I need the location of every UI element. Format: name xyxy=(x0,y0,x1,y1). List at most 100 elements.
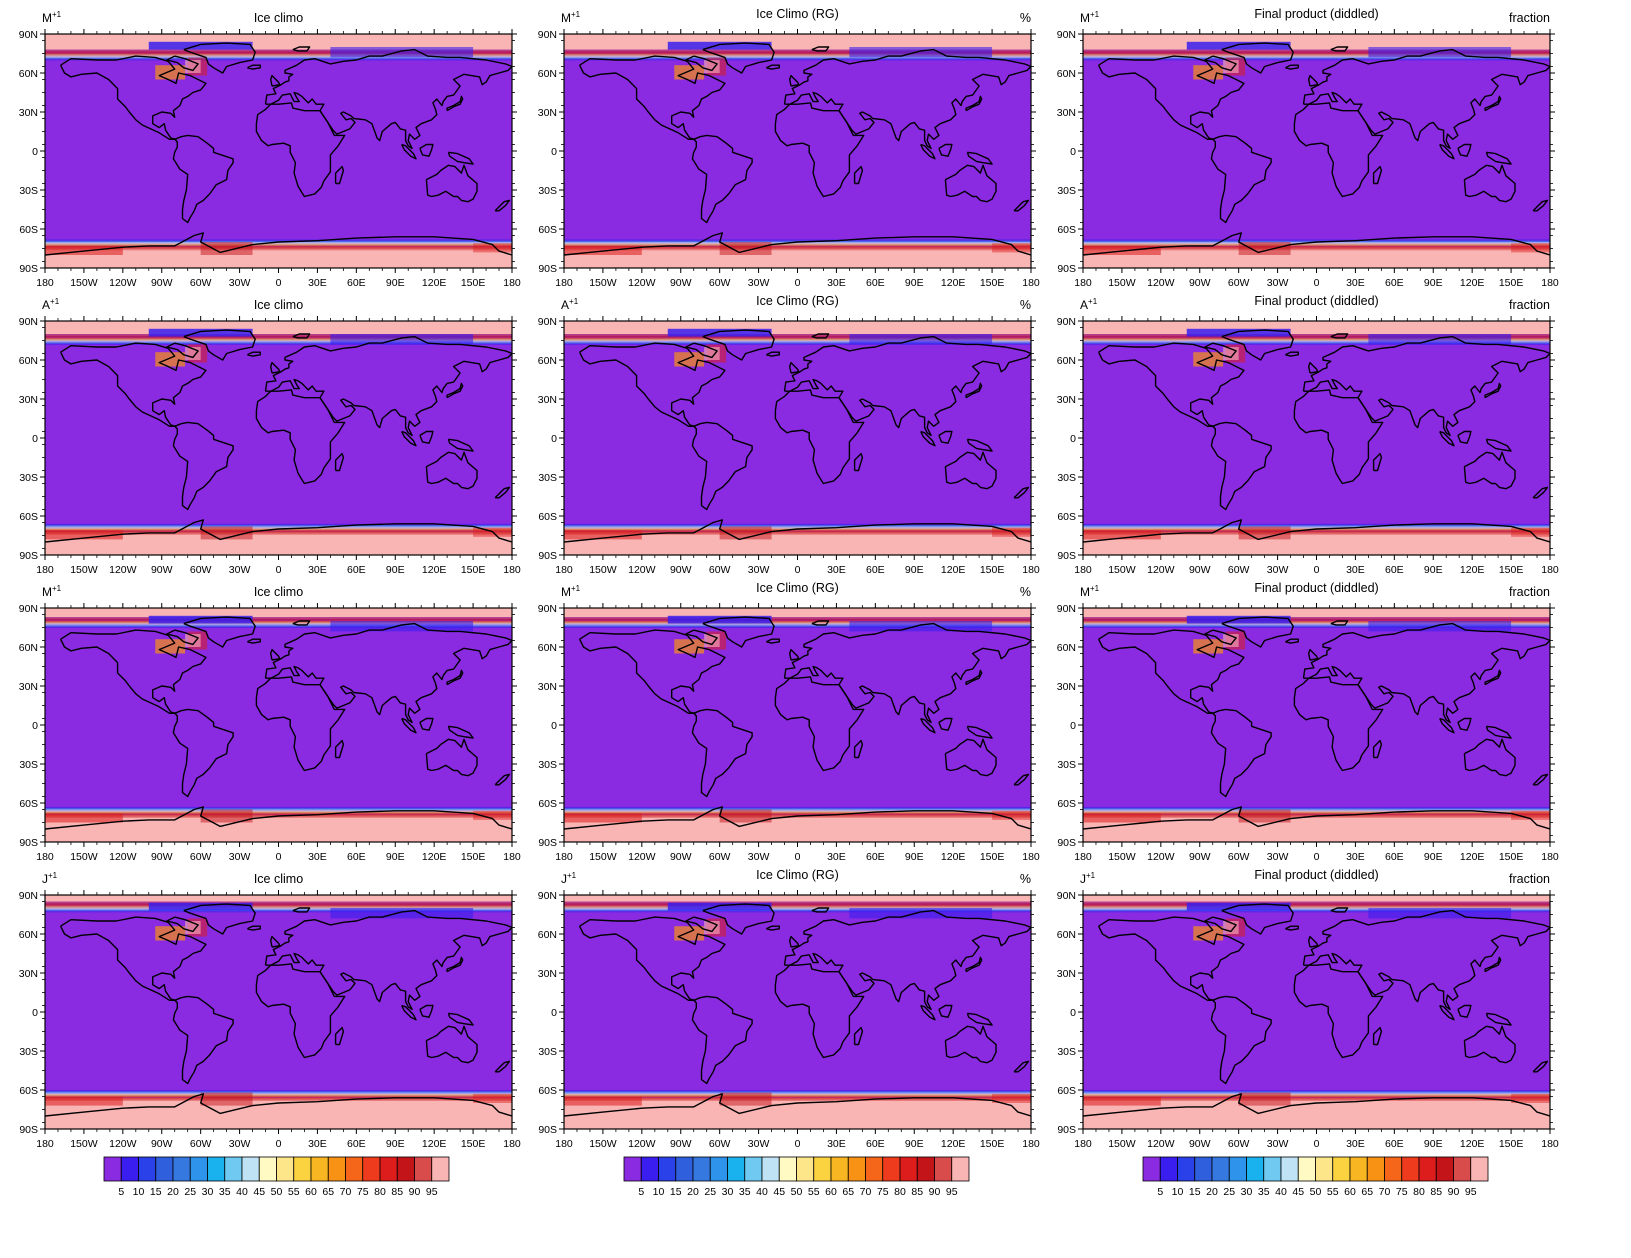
lon-tick-label: 120E xyxy=(1460,851,1485,863)
antarctic-ice-edge-band xyxy=(564,1093,1031,1096)
colorbar-swatch xyxy=(1384,1156,1403,1182)
coastline-antarctica xyxy=(1083,1093,1550,1117)
colorbar-label: 95 xyxy=(946,1186,958,1198)
arctic-ice-edge-band xyxy=(1083,905,1550,908)
east-antarctic-ice xyxy=(992,243,1031,253)
coastline-japan xyxy=(446,669,464,686)
coastline-gb xyxy=(1307,648,1319,661)
coastline-sumatra xyxy=(920,143,936,160)
colorbar-swatch xyxy=(951,1156,970,1182)
lon-tick-label: 120W xyxy=(109,277,137,289)
coastline-north-america xyxy=(59,629,207,714)
colorbar-swatch xyxy=(1366,1156,1385,1182)
lon-tick-label: 150W xyxy=(70,1138,98,1150)
colorbar-swatch xyxy=(396,1156,415,1182)
arctic-ice-edge-band xyxy=(564,54,1031,57)
arctic-ice-edge-band xyxy=(1083,57,1550,60)
ice-field xyxy=(45,895,512,1129)
antarctic-ice-edge-band xyxy=(1083,530,1550,533)
colorbar-label: 30 xyxy=(202,1186,214,1198)
coastline-sumatra xyxy=(1439,143,1455,160)
arctic-ice-edge-band xyxy=(45,50,512,53)
lon-tick-label: 120W xyxy=(628,564,656,576)
arctic-pack-ice xyxy=(564,608,1031,618)
colorbar-label: 20 xyxy=(1206,1186,1218,1198)
month-superscript: +1 xyxy=(52,10,62,19)
lon-tick-label: 180 xyxy=(503,277,521,289)
colorbar-swatch xyxy=(675,1156,694,1182)
antarctic-pack-ice xyxy=(1083,247,1550,268)
coastline-north-america xyxy=(1097,342,1245,427)
lat-tick-label: 0 xyxy=(551,720,557,732)
coastline-antarctica xyxy=(1083,232,1550,256)
arctic-ice-edge-band xyxy=(564,910,1031,913)
colorbar-swatch xyxy=(431,1156,450,1182)
arctic-ice-edge-band xyxy=(45,340,512,343)
coastline-madagascar xyxy=(334,452,345,472)
arctic-ice-edge-band xyxy=(564,617,1031,619)
coastline-iceland xyxy=(247,925,261,931)
lat-tick-label: 90N xyxy=(1057,603,1076,615)
arctic-ice-edge-band xyxy=(1083,617,1550,619)
colorbar-label: 35 xyxy=(1258,1186,1270,1198)
ross-sea-ice xyxy=(45,530,123,540)
antarctic-ice-edge-band xyxy=(45,806,512,809)
lon-tick-label: 30E xyxy=(1346,564,1365,576)
lon-tick-label: 0 xyxy=(1314,277,1320,289)
lat-tick-label: 30S xyxy=(19,1046,38,1058)
map-panel-r4-c1: 90N 60N 30N 0 30S 60S 90S 180 150W 120W 90W 60W 30W 0… xyxy=(19,871,521,1150)
coastline-madagascar xyxy=(1372,1026,1383,1046)
coastline-svalbard xyxy=(811,333,830,339)
lon-tick-label: 90E xyxy=(905,1138,924,1150)
coastline-greenland xyxy=(183,42,256,74)
arctic-ice-edge-band xyxy=(564,618,1031,621)
lat-tick-label: 60N xyxy=(538,929,557,941)
arctic-ice-edge-band xyxy=(45,908,512,910)
colorbar-label: 15 xyxy=(670,1186,682,1198)
lon-tick-label: 150W xyxy=(589,1138,617,1150)
coastline-eurasia xyxy=(264,622,512,724)
antarctic-ice-edge-band xyxy=(564,523,1031,526)
arctic-ice-edge-band xyxy=(45,618,512,621)
coastline-madagascar xyxy=(1372,452,1383,472)
hudson-bay-ice xyxy=(1193,352,1224,367)
coastline-australia xyxy=(1463,451,1516,490)
antarctic-pack-ice xyxy=(45,531,512,555)
month-superscript: +1 xyxy=(50,297,60,306)
coastline-eurasia xyxy=(264,48,512,150)
lon-tick-label: 90E xyxy=(386,277,405,289)
coastline-north-america xyxy=(1097,916,1245,1001)
antarctic-ice-edge-band xyxy=(564,1099,1031,1101)
coastline-south-america xyxy=(172,708,234,798)
coastline-svalbard xyxy=(292,620,311,626)
lon-tick-label: 30W xyxy=(1267,851,1289,863)
lon-tick-label: 60W xyxy=(190,851,212,863)
coastline-japan xyxy=(965,95,983,112)
antarctic-ice-edge-band xyxy=(45,812,512,814)
antarctic-ice-edge-band xyxy=(1083,531,1550,534)
lat-tick-label: 90N xyxy=(19,29,38,41)
antarctic-ice-edge-band xyxy=(564,812,1031,814)
colorbar-label: 55 xyxy=(288,1186,300,1198)
lat-tick-label: 30S xyxy=(19,759,38,771)
map-panel-r1-c2: 90N 60N 30N 0 30S 60S 90S 180 150W 120W 90W 60W 30W 0… xyxy=(538,7,1040,289)
arctic-basin xyxy=(667,615,772,624)
coastline-borneo xyxy=(938,430,953,444)
coastline-gb xyxy=(270,361,281,374)
lon-tick-label: 180 xyxy=(36,1138,54,1150)
lat-tick-label: 90N xyxy=(19,890,38,902)
lat-tick-label: 60N xyxy=(1057,642,1076,654)
coastline-new-zealand xyxy=(1532,199,1549,212)
colorbar-label: 75 xyxy=(357,1186,369,1198)
lon-tick-label: 90W xyxy=(151,277,173,289)
lon-tick-label: 30W xyxy=(748,1138,770,1150)
ross-sea-ice xyxy=(45,1096,123,1106)
weddell-sea-ice xyxy=(1238,1092,1291,1106)
colorbar-swatch xyxy=(207,1156,226,1182)
lon-tick-label: 120W xyxy=(1147,564,1175,576)
map-panel-r4-c3: 90N 60N 30N 0 30S 60S 90S 180 150W 120W 90W 60W 30W 0… xyxy=(1057,868,1559,1150)
coastline-borneo xyxy=(1457,143,1472,157)
arctic-basin xyxy=(148,615,253,624)
lat-tick-label: 60S xyxy=(19,511,38,523)
arctic-ice-edge-band xyxy=(564,52,1031,54)
